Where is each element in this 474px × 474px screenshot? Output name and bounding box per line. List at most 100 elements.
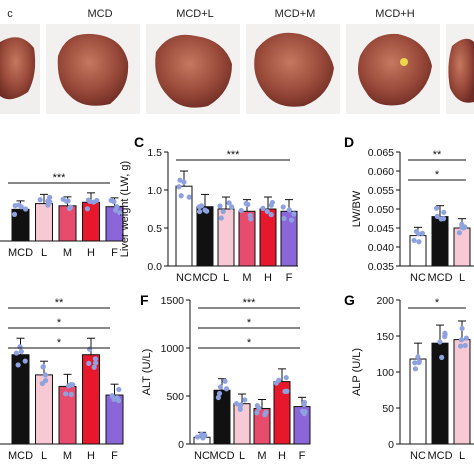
data-point	[459, 221, 465, 227]
photo-label: MCD	[87, 8, 113, 20]
x-tick-label: F	[111, 247, 118, 259]
data-point	[45, 198, 51, 204]
data-point	[11, 211, 18, 217]
data-point	[301, 411, 307, 417]
data-point	[229, 204, 235, 210]
y-tick-label: 0.040	[368, 242, 394, 254]
significance-label: ***	[227, 149, 241, 161]
liver-photo	[155, 34, 232, 108]
data-point	[18, 348, 24, 355]
significance-label: *	[247, 337, 252, 349]
y-axis-label: LW/BW	[351, 190, 363, 227]
data-point	[416, 359, 422, 366]
data-point	[412, 366, 418, 372]
bar	[453, 339, 471, 445]
x-tick-label: F	[299, 450, 306, 462]
data-point	[42, 372, 49, 378]
data-point	[457, 343, 464, 349]
data-point	[178, 193, 184, 199]
y-tick-label: 0.050	[368, 204, 394, 216]
data-point	[93, 360, 99, 366]
data-point	[16, 202, 22, 208]
y-tick-label: 1000	[161, 343, 185, 355]
data-point	[283, 374, 289, 381]
data-point	[237, 403, 243, 409]
data-point	[413, 228, 420, 235]
y-tick-label: 0.5	[147, 223, 162, 235]
significance-label: ***	[243, 297, 257, 309]
bar	[409, 358, 427, 445]
significance-label: **	[433, 149, 442, 161]
bar	[196, 206, 214, 267]
data-point	[286, 207, 292, 213]
data-point	[441, 209, 447, 215]
data-point	[442, 333, 448, 340]
data-point	[91, 364, 97, 370]
x-tick-label: MCD	[209, 450, 234, 462]
panel-label-f: F	[140, 292, 149, 308]
data-point	[68, 391, 74, 398]
data-point	[40, 364, 46, 370]
y-tick-label: 1500	[161, 295, 185, 307]
data-point	[254, 410, 260, 416]
y-tick-label: 200	[376, 295, 394, 307]
bar	[35, 203, 53, 242]
y-tick-label: 0.045	[368, 223, 394, 235]
bar	[453, 227, 471, 267]
data-point	[238, 207, 244, 214]
x-tick-label: L	[41, 247, 47, 259]
bar	[58, 205, 77, 242]
data-point	[176, 184, 182, 190]
x-tick-label: H	[264, 272, 272, 284]
x-tick-label: MCD	[8, 450, 33, 462]
y-tick-label: 50	[382, 403, 394, 415]
data-point	[245, 201, 251, 208]
liver-photo	[0, 37, 36, 100]
data-point	[288, 217, 295, 223]
liver-photos	[0, 24, 474, 114]
y-tick-label: 150	[376, 331, 394, 343]
data-point	[194, 434, 201, 440]
x-tick-label: H	[87, 247, 95, 259]
data-point	[220, 208, 226, 215]
y-tick-label: 100	[376, 367, 394, 379]
x-tick-label: L	[41, 450, 47, 462]
data-point	[218, 215, 224, 221]
data-point	[217, 203, 223, 209]
x-tick-label: MCD	[427, 272, 452, 284]
data-point	[301, 401, 307, 408]
photo-label: MCD+M	[274, 8, 316, 20]
x-tick-label: NC	[194, 450, 210, 462]
bar	[82, 354, 100, 445]
liver-photo	[254, 32, 334, 107]
data-point	[262, 412, 268, 418]
data-point	[215, 394, 221, 401]
data-point	[462, 342, 468, 349]
data-point	[63, 391, 69, 397]
data-point	[13, 350, 19, 356]
data-point	[116, 397, 122, 404]
x-tick-label: F	[111, 450, 118, 462]
y-axis-label: ALP (U/L)	[351, 348, 363, 396]
y-tick-label: 0.060	[368, 166, 394, 178]
panel-label-c: C	[134, 134, 145, 150]
x-tick-label: MCD	[427, 450, 452, 462]
x-tick-label: NC	[410, 450, 426, 462]
data-point	[198, 431, 205, 438]
data-point	[269, 199, 275, 206]
data-point	[264, 208, 270, 215]
data-point	[458, 337, 465, 343]
photo-label: c	[7, 8, 13, 20]
data-point	[216, 390, 223, 397]
data-point	[202, 207, 208, 213]
panel-label-d: D	[344, 134, 355, 150]
data-point	[108, 197, 114, 204]
data-point	[415, 354, 421, 360]
data-point	[222, 378, 228, 384]
data-point	[217, 384, 224, 390]
data-point	[282, 388, 288, 394]
data-point	[438, 216, 444, 222]
data-point	[116, 386, 122, 393]
data-point	[273, 380, 279, 386]
panel-label-g: G	[344, 292, 355, 308]
